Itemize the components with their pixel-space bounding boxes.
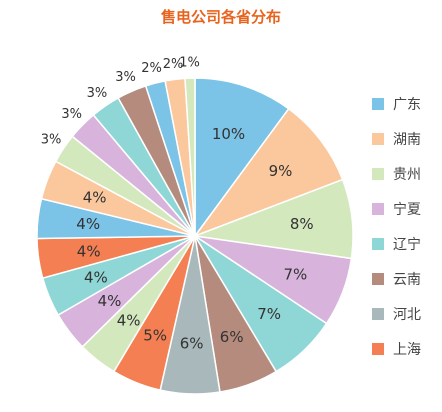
chart-legend: 广东湖南贵州宁夏辽宁云南河北上海 xyxy=(372,86,421,366)
pie-label-8: 4% xyxy=(117,312,141,330)
pie-slice-20 xyxy=(184,77,196,237)
legend-swatch xyxy=(372,342,384,355)
pie-label-0: 10% xyxy=(212,125,245,143)
pie-label-17: 3% xyxy=(115,70,136,85)
legend-item-5: 云南 xyxy=(372,261,421,296)
legend-swatch xyxy=(372,132,384,145)
legend-label: 湖南 xyxy=(393,131,421,148)
pie-label-6: 6% xyxy=(180,334,204,352)
legend-item-6: 河北 xyxy=(372,296,421,331)
legend-swatch xyxy=(372,307,384,320)
legend-swatch xyxy=(372,237,384,250)
pie-labels: 10%9%8%7%7%6%6%5%4%4%4%4%4%4%3%3%3%3%2% 2… xyxy=(41,56,314,353)
pie-label-14: 3% xyxy=(41,133,62,148)
legend-label: 云南 xyxy=(393,271,421,288)
pie-label-3: 7% xyxy=(284,265,308,283)
pie-label-10: 4% xyxy=(84,269,108,287)
legend-item-2: 贵州 xyxy=(372,156,421,191)
legend-label: 宁夏 xyxy=(393,201,421,218)
legend-swatch xyxy=(372,202,384,215)
pie-label-12: 4% xyxy=(76,215,100,233)
pie-label-1: 9% xyxy=(269,162,293,180)
legend-swatch xyxy=(372,167,384,180)
legend-label: 上海 xyxy=(393,341,421,358)
legend-item-3: 宁夏 xyxy=(372,191,421,226)
pie-label-4: 7% xyxy=(257,305,281,323)
legend-label: 辽宁 xyxy=(393,236,421,253)
pie-label-5: 6% xyxy=(220,328,244,346)
pie-label-18: 2% xyxy=(141,61,162,76)
pie-slices xyxy=(36,77,354,395)
pie-label-20: 1% xyxy=(179,56,200,71)
chart-title: 售电公司各省分布 xyxy=(160,8,281,26)
legend-swatch xyxy=(372,272,384,285)
pie-label-9: 4% xyxy=(98,292,122,310)
pie-label-2: 8% xyxy=(290,215,314,233)
pie-label-11: 4% xyxy=(77,242,101,260)
pie-label-15: 3% xyxy=(61,107,82,122)
legend-swatch xyxy=(372,97,384,110)
pie-slice-1 xyxy=(192,107,344,238)
legend-label: 河北 xyxy=(393,306,421,323)
legend-label: 贵州 xyxy=(393,166,421,183)
pie-slice-0 xyxy=(194,77,290,239)
pie-label-7: 5% xyxy=(143,327,167,345)
legend-item-0: 广东 xyxy=(372,86,421,121)
pie-label-16: 3% xyxy=(87,86,108,101)
legend-label: 广东 xyxy=(393,96,421,113)
pie-label-13: 4% xyxy=(83,189,107,207)
legend-item-1: 湖南 xyxy=(372,121,421,156)
legend-item-7: 上海 xyxy=(372,331,421,366)
legend-item-4: 辽宁 xyxy=(372,226,421,261)
pie-label-19: 2% xyxy=(163,57,184,72)
